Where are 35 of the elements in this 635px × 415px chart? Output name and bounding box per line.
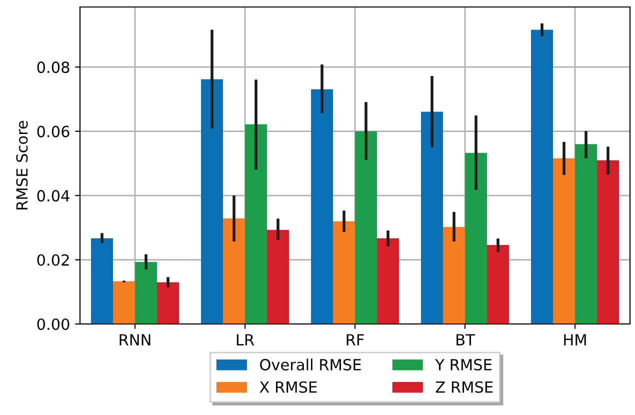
bar bbox=[223, 218, 245, 324]
bar bbox=[465, 152, 487, 324]
bar bbox=[201, 79, 223, 324]
bar bbox=[377, 238, 399, 324]
bar bbox=[91, 238, 113, 324]
bar bbox=[267, 230, 289, 324]
legend-label: X RMSE bbox=[260, 381, 317, 393]
bar bbox=[443, 227, 465, 324]
bar bbox=[553, 158, 575, 324]
bar bbox=[113, 281, 135, 324]
x-tick-label: RF bbox=[346, 334, 364, 346]
bar bbox=[333, 221, 355, 324]
bar bbox=[487, 244, 509, 324]
bar bbox=[135, 262, 157, 324]
bar bbox=[157, 282, 179, 324]
x-tick-label: BT bbox=[456, 334, 475, 346]
y-tick-label: 0.04 bbox=[37, 190, 70, 202]
legend-label: Z RMSE bbox=[436, 381, 493, 393]
bar bbox=[245, 124, 267, 324]
legend-label: Overall RMSE bbox=[260, 358, 361, 370]
x-tick-label: RNN bbox=[120, 334, 150, 346]
y-axis-title: RMSE Score bbox=[16, 120, 28, 210]
bar bbox=[355, 131, 377, 324]
bar bbox=[421, 112, 443, 324]
y-tick-label: 0.02 bbox=[37, 254, 69, 266]
y-tick-label: 0.06 bbox=[37, 126, 70, 138]
bar bbox=[311, 89, 333, 324]
bar bbox=[597, 160, 619, 324]
bar bbox=[575, 144, 597, 324]
legend-label: Y RMSE bbox=[435, 358, 492, 370]
x-tick-label: HM bbox=[564, 334, 586, 346]
x-tick-label: LR bbox=[236, 334, 254, 346]
y-tick-label: 0.00 bbox=[37, 318, 70, 330]
bar bbox=[531, 30, 553, 324]
y-tick-label: 0.08 bbox=[37, 62, 70, 74]
